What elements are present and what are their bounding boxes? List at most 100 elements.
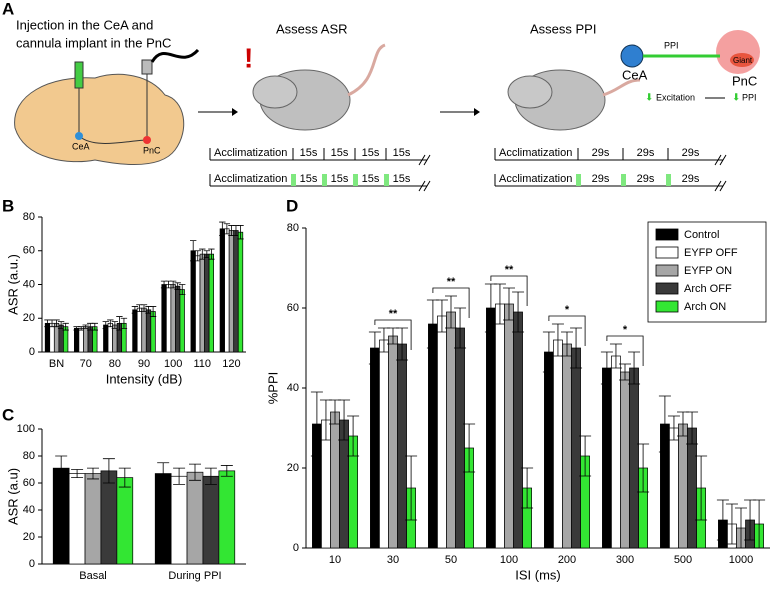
legend-label: Arch ON — [684, 301, 726, 313]
bar — [141, 307, 147, 353]
bar — [175, 285, 181, 353]
bar — [455, 327, 465, 549]
projection — [78, 135, 148, 144]
bar — [100, 470, 118, 565]
error-bar — [609, 343, 622, 369]
x-tick-label: BN — [49, 358, 64, 370]
bar — [208, 253, 215, 353]
error-bar — [204, 467, 217, 485]
arrow-icon: ⬇ — [732, 93, 740, 104]
bar — [84, 473, 102, 565]
light-pulse — [322, 174, 327, 186]
bar — [571, 347, 581, 549]
bar — [58, 324, 64, 353]
timeline-label: Acclimatization — [499, 173, 572, 185]
circuit-label: PPI — [664, 40, 679, 50]
bar — [202, 475, 220, 565]
error-bar — [310, 391, 323, 457]
error-bar — [561, 331, 573, 357]
pnc-node — [716, 30, 760, 74]
bar — [68, 473, 86, 565]
bar — [103, 324, 109, 353]
bar — [78, 328, 84, 353]
error-bar — [220, 465, 233, 477]
error-bar — [173, 467, 186, 485]
significance-bracket — [606, 335, 644, 366]
legend-swatch — [655, 282, 679, 295]
light-pulse — [621, 174, 626, 186]
timeline-label: 15s — [331, 173, 349, 185]
y-tick-label: 20 — [23, 312, 35, 324]
error-bar — [189, 463, 201, 481]
bar — [52, 467, 70, 565]
bar — [446, 311, 456, 549]
panel-label: B — [2, 196, 14, 215]
cannula — [141, 59, 153, 75]
timeline-label: Acclimatization — [214, 147, 287, 159]
y-tick-label: 60 — [23, 245, 35, 257]
bar — [218, 470, 236, 565]
bar — [186, 471, 204, 565]
error-bar — [347, 415, 360, 457]
timeline-label: 29s — [637, 147, 655, 159]
error-bar — [454, 307, 467, 349]
error-bar — [208, 248, 215, 260]
significance-label: ** — [447, 276, 456, 288]
x-tick-label: 10 — [329, 554, 341, 566]
bar — [602, 367, 612, 549]
error-bar — [600, 351, 613, 385]
alert-icon: ! — [244, 42, 253, 73]
break-mark — [714, 180, 727, 192]
break-mark — [714, 154, 727, 166]
bar — [495, 303, 505, 549]
bar — [204, 253, 210, 353]
bar — [379, 339, 389, 549]
brain-label: CeA — [72, 141, 90, 151]
y-tick-label: 0 — [29, 558, 35, 570]
error-bar — [445, 295, 457, 329]
bar — [154, 473, 172, 565]
legend-swatch — [655, 228, 679, 241]
bar — [562, 343, 572, 549]
panel-label: D — [286, 196, 298, 215]
bar — [397, 343, 407, 549]
arrowhead — [232, 108, 238, 116]
y-axis-label: %PPI — [265, 372, 280, 405]
bar — [237, 231, 244, 353]
bar — [224, 228, 230, 353]
bar — [161, 284, 167, 353]
error-bar — [71, 469, 84, 478]
break-mark — [418, 180, 431, 192]
brain-label: PnC — [143, 145, 161, 155]
bar — [83, 326, 89, 353]
y-tick-label: 100 — [17, 423, 35, 435]
error-bar — [91, 322, 98, 331]
y-tick-label: 40 — [287, 382, 299, 394]
timeline-label: 15s — [300, 147, 318, 159]
circuit-label: PPI — [742, 92, 757, 102]
pnc-dot — [143, 136, 151, 144]
error-bar — [725, 503, 738, 545]
bar — [53, 322, 60, 353]
x-tick-label: 110 — [194, 358, 212, 370]
timeline-label: 15s — [300, 173, 318, 185]
error-bar — [62, 322, 69, 331]
legend-swatch — [655, 246, 679, 259]
error-bar — [157, 462, 170, 485]
timeline-label: 15s — [331, 147, 349, 159]
error-bar — [716, 499, 729, 541]
bar — [112, 324, 118, 353]
x-tick-label: 100 — [500, 554, 518, 566]
cea-node — [620, 44, 644, 68]
x-tick-label: 1000 — [729, 554, 753, 566]
error-bar — [338, 399, 351, 441]
error-bar — [463, 423, 476, 473]
light-pulse — [291, 174, 296, 186]
bar — [145, 309, 152, 353]
bar — [611, 355, 621, 549]
y-tick-label: 20 — [287, 462, 299, 474]
bar — [170, 475, 188, 565]
bar — [116, 477, 134, 565]
bar — [504, 303, 514, 549]
error-bar — [503, 287, 515, 321]
